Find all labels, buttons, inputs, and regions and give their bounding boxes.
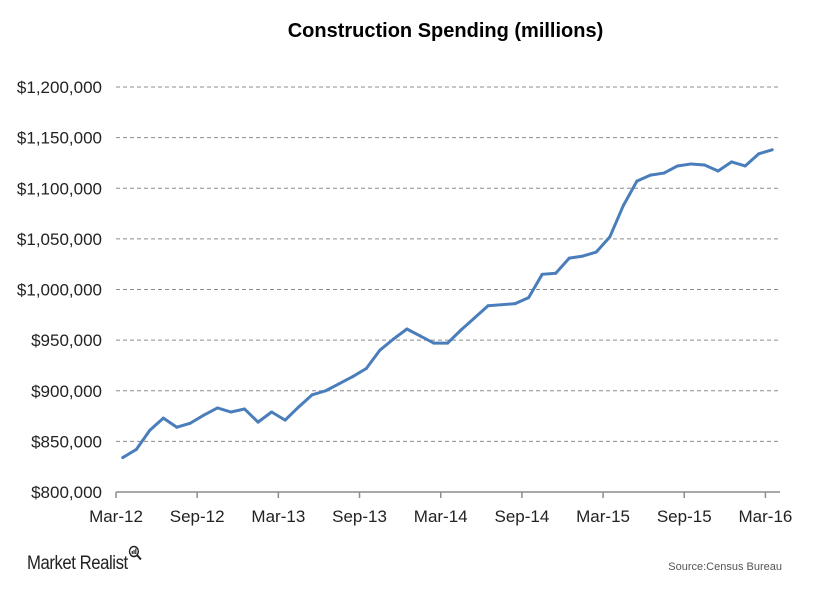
data-point-Aug-15 xyxy=(662,171,666,175)
x-tick-label: Sep-13 xyxy=(332,507,387,526)
data-point-Mar-14 xyxy=(432,341,436,345)
data-point-Feb-14 xyxy=(418,334,422,338)
y-tick-label: $1,000,000 xyxy=(17,281,102,300)
data-point-Jul-14 xyxy=(486,304,490,308)
x-tick-label: Sep-14 xyxy=(494,507,549,526)
y-tick-label: $800,000 xyxy=(31,483,102,502)
magnifier-chart-icon xyxy=(129,545,142,561)
data-point-Jan-14 xyxy=(405,327,409,331)
logo-text: Market Realist xyxy=(27,553,128,574)
data-point-Oct-12 xyxy=(202,413,206,417)
data-point-Dec-15 xyxy=(716,169,720,173)
data-point-Apr-16 xyxy=(770,148,774,152)
data-point-May-14 xyxy=(459,328,463,332)
data-point-Jun-12 xyxy=(148,428,152,432)
data-point-Jan-16 xyxy=(730,160,734,164)
market-realist-logo: Market Realist xyxy=(27,545,142,575)
data-point-May-12 xyxy=(134,447,138,451)
data-point-Apr-15 xyxy=(608,235,612,239)
data-point-Dec-12 xyxy=(229,410,233,414)
data-point-Dec-14 xyxy=(554,271,558,275)
data-point-Jan-15 xyxy=(567,256,571,260)
data-point-Apr-12 xyxy=(121,456,125,460)
x-tick-label: Mar-14 xyxy=(414,507,468,526)
data-point-Jul-12 xyxy=(161,416,165,420)
data-point-Feb-13 xyxy=(256,420,260,424)
data-point-Mar-16 xyxy=(757,152,761,156)
data-point-May-13 xyxy=(297,405,301,409)
data-point-Jun-13 xyxy=(310,393,314,397)
data-point-Nov-13 xyxy=(378,348,382,352)
data-point-Nov-12 xyxy=(215,406,219,410)
data-point-Oct-13 xyxy=(364,366,368,370)
data-point-Apr-14 xyxy=(445,341,449,345)
y-tick-label: $1,200,000 xyxy=(17,78,102,97)
data-point-Aug-13 xyxy=(337,382,341,386)
data-point-Aug-14 xyxy=(500,303,504,307)
data-point-Sep-12 xyxy=(188,421,192,425)
source-note: Source:Census Bureau xyxy=(668,561,782,573)
x-tick-label: Sep-12 xyxy=(170,507,225,526)
data-point-Jan-13 xyxy=(243,407,247,411)
data-point-Apr-13 xyxy=(283,418,287,422)
data-point-Sep-13 xyxy=(351,375,355,379)
data-point-Mar-15 xyxy=(594,250,598,254)
y-tick-label: $1,050,000 xyxy=(17,230,102,249)
y-tick-label: $950,000 xyxy=(31,331,102,350)
data-point-Aug-12 xyxy=(175,425,179,429)
data-point-Jun-15 xyxy=(635,179,639,183)
data-point-Dec-13 xyxy=(391,337,395,341)
x-tick-label: Mar-15 xyxy=(576,507,630,526)
x-tick-label: Sep-15 xyxy=(657,507,712,526)
y-tick-label: $1,150,000 xyxy=(17,129,102,148)
data-point-Oct-15 xyxy=(689,162,693,166)
data-point-May-15 xyxy=(621,203,625,207)
data-point-Nov-14 xyxy=(540,272,544,276)
data-point-Oct-14 xyxy=(527,296,531,300)
data-point-Feb-16 xyxy=(743,164,747,168)
data-point-Nov-15 xyxy=(703,163,707,167)
y-tick-label: $1,100,000 xyxy=(17,179,102,198)
data-point-Jul-13 xyxy=(324,389,328,393)
data-point-Jun-14 xyxy=(473,316,477,320)
x-tick-label: Mar-13 xyxy=(251,507,305,526)
data-point-Mar-13 xyxy=(270,410,274,414)
y-tick-label: $850,000 xyxy=(31,432,102,451)
data-point-Feb-15 xyxy=(581,254,585,258)
y-tick-label: $900,000 xyxy=(31,382,102,401)
x-tick-label: Mar-16 xyxy=(739,507,793,526)
series-line xyxy=(121,148,773,459)
data-point-Sep-15 xyxy=(675,164,679,168)
data-point-Jul-15 xyxy=(648,173,652,177)
data-point-Sep-14 xyxy=(513,302,517,306)
x-tick-label: Mar-12 xyxy=(89,507,143,526)
chart-title: Construction Spending (millions) xyxy=(287,20,604,42)
